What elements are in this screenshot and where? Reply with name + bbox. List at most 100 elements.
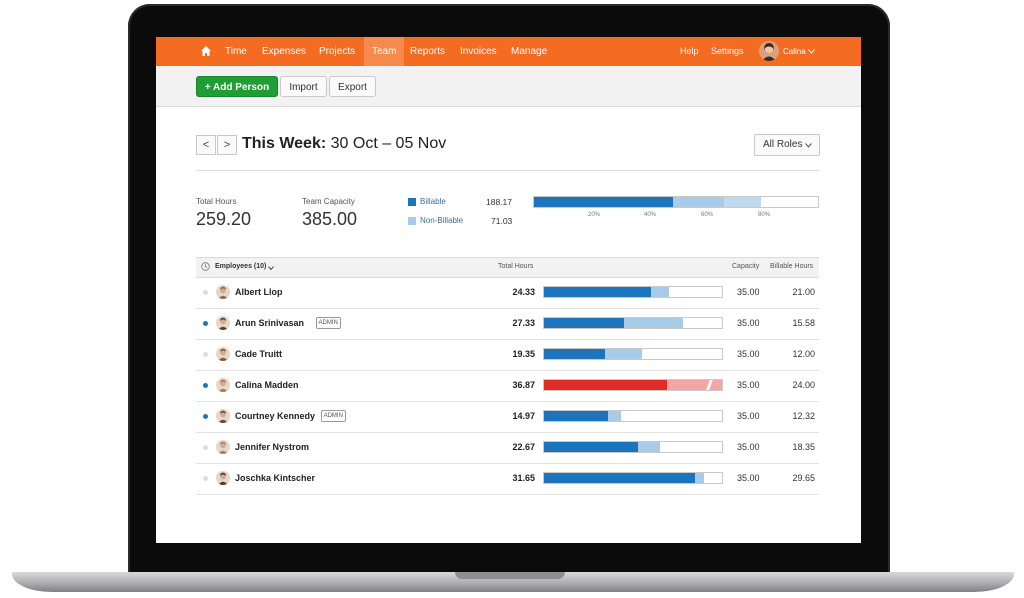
table-row[interactable]: Calina Madden 36.87 35.00 24.00 bbox=[196, 370, 819, 402]
nonbillable-legend-swatch bbox=[408, 217, 416, 225]
roles-dropdown[interactable]: All Roles bbox=[754, 134, 820, 156]
clock-icon bbox=[201, 262, 210, 271]
col-total-hours: Total Hours bbox=[498, 263, 534, 270]
help-link[interactable]: Help bbox=[680, 46, 699, 56]
nav-item-time[interactable]: Time bbox=[225, 46, 247, 57]
nonbillable-segment bbox=[650, 287, 669, 297]
table-row[interactable]: Cade Truitt 19.35 35.00 12.00 bbox=[196, 339, 819, 371]
nav-item-team[interactable]: Team bbox=[364, 37, 405, 66]
employee-capacity: 35.00 bbox=[737, 473, 760, 483]
avatar bbox=[216, 409, 230, 423]
table-row[interactable]: Courtney Kennedy ADMIN 14.97 35.00 12.32 bbox=[196, 401, 819, 433]
employee-billable-hours: 12.00 bbox=[792, 349, 815, 359]
summary-nonbillable-segment bbox=[673, 197, 725, 207]
summary-extra-segment bbox=[724, 197, 762, 207]
nav-item-invoices[interactable]: Invoices bbox=[460, 46, 497, 57]
chevron-down-icon[interactable] bbox=[808, 49, 815, 54]
app-screen: Time Expenses Projects Team Reports Invo… bbox=[156, 37, 861, 543]
user-avatar[interactable] bbox=[759, 41, 779, 61]
avatar bbox=[216, 378, 230, 392]
employee-billable-hours: 21.00 bbox=[792, 287, 815, 297]
employee-name[interactable]: Arun Srinivasan bbox=[235, 318, 305, 328]
avatar bbox=[216, 285, 230, 299]
employees-filter[interactable]: Employees (10) bbox=[215, 263, 267, 270]
nonbillable-segment bbox=[695, 473, 705, 483]
admin-badge: ADMIN bbox=[320, 410, 346, 422]
nonbillable-total: 71.03 bbox=[491, 216, 513, 226]
nav-item-expenses[interactable]: Expenses bbox=[262, 46, 306, 57]
employee-total-hours: 27.33 bbox=[512, 318, 535, 328]
nav-item-manage[interactable]: Manage bbox=[511, 46, 548, 57]
table-row[interactable]: Joschka Kintscher 31.65 35.00 29.65 bbox=[196, 463, 819, 495]
laptop-base bbox=[12, 572, 1014, 592]
table-header: Employees (10) Total Hours Capacity Bill… bbox=[196, 257, 819, 278]
hours-bar bbox=[543, 410, 723, 422]
roles-dropdown-label: All Roles bbox=[763, 139, 803, 150]
toolbar: + Add Person Import Export bbox=[156, 66, 861, 107]
employee-name[interactable]: Courtney Kennedy bbox=[235, 411, 316, 421]
export-button[interactable]: Export bbox=[329, 76, 376, 97]
billable-legend-swatch bbox=[408, 198, 416, 206]
nonbillable-segment bbox=[624, 318, 683, 328]
nonbillable-segment bbox=[666, 380, 722, 390]
hours-bar bbox=[543, 441, 723, 453]
status-dot bbox=[203, 290, 208, 295]
nav-item-projects[interactable]: Projects bbox=[319, 46, 356, 57]
employee-billable-hours: 29.65 bbox=[792, 473, 815, 483]
employee-name[interactable]: Jennifer Nystrom bbox=[235, 442, 310, 452]
billable-segment bbox=[544, 349, 605, 359]
employee-total-hours: 24.33 bbox=[512, 287, 535, 297]
billable-segment bbox=[544, 411, 609, 421]
billable-legend-label: Billable bbox=[420, 197, 446, 206]
team-capacity-value: 385.00 bbox=[302, 209, 358, 229]
table-row[interactable]: Jennifer Nystrom 22.67 35.00 18.35 bbox=[196, 432, 819, 464]
avatar bbox=[216, 347, 230, 361]
employee-name[interactable]: Joschka Kintscher bbox=[235, 473, 316, 483]
table-row[interactable]: Albert Llop 24.33 35.00 21.00 bbox=[196, 277, 819, 309]
user-menu[interactable]: Calina bbox=[783, 47, 806, 56]
next-week-button[interactable]: > bbox=[217, 135, 237, 155]
nonbillable-segment bbox=[638, 442, 660, 452]
nav-item-reports[interactable]: Reports bbox=[410, 46, 446, 57]
capacity-summary-bar bbox=[533, 196, 819, 208]
hours-bar bbox=[543, 317, 723, 329]
employee-name[interactable]: Albert Llop bbox=[235, 287, 283, 297]
week-title: This Week: 30 Oct – 05 Nov bbox=[242, 135, 446, 153]
tick-label: 40% bbox=[644, 212, 657, 218]
status-dot bbox=[203, 445, 208, 450]
home-icon[interactable] bbox=[200, 45, 212, 57]
employee-capacity: 35.00 bbox=[737, 318, 760, 328]
avatar bbox=[216, 471, 230, 485]
employee-name[interactable]: Calina Madden bbox=[235, 380, 299, 390]
col-billable-hours: Billable Hours bbox=[770, 263, 814, 270]
table-row[interactable]: Arun Srinivasan ADMIN 27.33 35.00 15.58 bbox=[196, 308, 819, 340]
status-dot bbox=[203, 383, 208, 388]
nonbillable-segment bbox=[604, 349, 642, 359]
settings-link[interactable]: Settings bbox=[711, 46, 744, 56]
total-hours-label: Total Hours bbox=[196, 197, 237, 206]
billable-segment bbox=[544, 287, 651, 297]
billable-segment bbox=[544, 473, 696, 483]
hours-bar bbox=[543, 348, 723, 360]
add-person-button[interactable]: + Add Person bbox=[196, 76, 278, 97]
tick-label: 60% bbox=[701, 212, 714, 218]
import-button[interactable]: Import bbox=[280, 76, 327, 97]
avatar bbox=[216, 440, 230, 454]
employee-capacity: 35.00 bbox=[737, 349, 760, 359]
status-dot bbox=[203, 414, 208, 419]
chevron-down-icon[interactable] bbox=[268, 266, 274, 270]
top-nav: Time Expenses Projects Team Reports Invo… bbox=[156, 37, 861, 66]
employee-name[interactable]: Cade Truitt bbox=[235, 349, 283, 359]
team-capacity-label: Team Capacity bbox=[302, 197, 355, 206]
user-avatar-image bbox=[759, 41, 779, 61]
employee-capacity: 35.00 bbox=[737, 411, 760, 421]
hours-bar bbox=[543, 472, 723, 484]
status-dot bbox=[203, 321, 208, 326]
employee-capacity: 35.00 bbox=[737, 287, 760, 297]
total-hours-value: 259.20 bbox=[196, 209, 252, 229]
employee-total-hours: 36.87 bbox=[512, 380, 535, 390]
employee-billable-hours: 15.58 bbox=[792, 318, 815, 328]
employee-billable-hours: 24.00 bbox=[792, 380, 815, 390]
prev-week-button[interactable]: < bbox=[196, 135, 216, 155]
nonbillable-segment bbox=[608, 411, 621, 421]
